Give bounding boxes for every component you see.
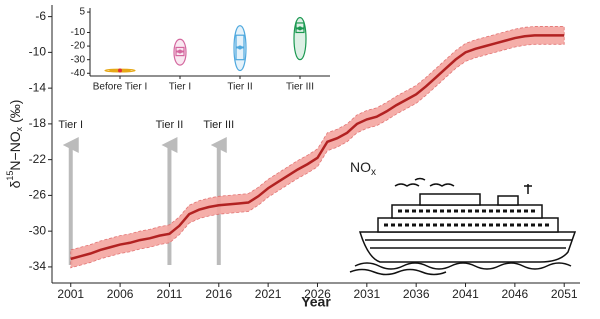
ship-label: NOx: [350, 159, 376, 178]
x-tick-label: 2051: [551, 287, 578, 301]
inset-y-tick-label: -10: [71, 27, 86, 38]
x-tick-label: 2036: [403, 287, 430, 301]
median-dot: [178, 49, 182, 54]
y-tick-label: -26: [29, 188, 47, 202]
inset-y-tick-label: 5: [79, 7, 85, 18]
median-dot: [118, 68, 122, 73]
y-tick-label: -22: [29, 152, 47, 166]
y-tick-label: -6: [35, 9, 46, 23]
y-title-part: N−NO: [7, 131, 23, 170]
x-tick-label: 2001: [57, 287, 84, 301]
x-axis-title: Year: [301, 294, 331, 310]
y-title-part: 15: [5, 171, 15, 181]
tier-label: Tier I: [58, 119, 83, 131]
y-tick-label: -10: [29, 45, 47, 59]
y-tick-label: -14: [29, 80, 47, 94]
x-tick-label: 2016: [205, 287, 232, 301]
x-tick-label: 2046: [502, 287, 529, 301]
y-title-part: δ: [7, 180, 23, 188]
x-tick-label: 2026: [304, 287, 331, 301]
inset-y-tick-label: -20: [71, 41, 86, 52]
x-tick-label: 2006: [107, 287, 134, 301]
ship-label-part: NO: [350, 159, 371, 175]
trend-line: [70, 34, 565, 261]
median-dot: [298, 26, 302, 31]
tier-label: Tier II: [156, 119, 184, 131]
inset-x-tick-label: Tier III: [286, 82, 314, 93]
x-tick-label: 2031: [353, 287, 380, 301]
tier-label: Tier III: [203, 119, 234, 131]
y-title-part: x: [14, 126, 24, 131]
ship-label-part: x: [371, 167, 376, 178]
median-dot: [238, 45, 242, 50]
inset-y-tick-label: -40: [71, 68, 86, 79]
inset-x-tick-label: Before Tier I: [93, 82, 147, 93]
x-tick-label: 2021: [255, 287, 282, 301]
y-tick-label: -30: [29, 223, 47, 237]
y-tick-label: -34: [29, 259, 47, 273]
inset-y-tick-label: -30: [71, 54, 86, 65]
y-axis-title: δ15N−NOx (‰): [5, 100, 24, 189]
ship-illustration: [349, 177, 577, 276]
inset-x-tick-label: Tier II: [227, 82, 252, 93]
inset-x-tick-label: Tier I: [169, 82, 191, 93]
x-tick-label: 2041: [452, 287, 479, 301]
y-tick-label: -18: [29, 116, 47, 130]
x-tick-label: 2011: [157, 287, 183, 301]
confidence-band: [70, 26, 565, 269]
y-title-part: (‰): [7, 100, 23, 123]
